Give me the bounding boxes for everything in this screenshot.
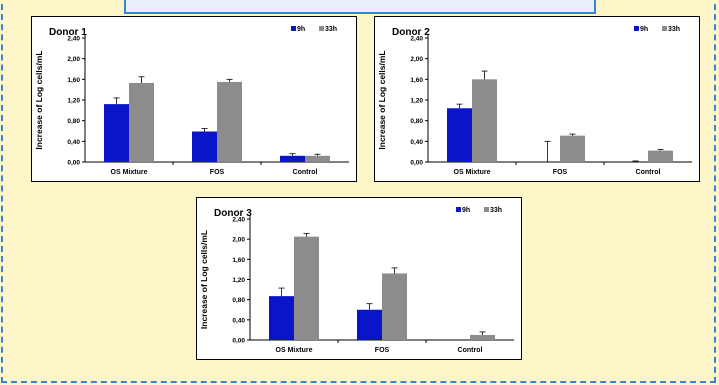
bar-33h (472, 79, 497, 162)
chart-donor-3: Donor 3 Increase of Log cells/mL 0,00 0,40 0… (196, 197, 522, 360)
legend-swatch-33h (319, 26, 324, 31)
header-banner (124, 0, 596, 14)
y-tick-label: 2,40 (67, 36, 80, 43)
legend-swatch-33h (662, 26, 667, 31)
x-tick-label: Control (458, 347, 483, 354)
legend-label-9h: 9h (462, 207, 470, 214)
y-tick-label: 2,00 (232, 237, 245, 244)
x-tick-label: OS Mixture (454, 169, 491, 176)
y-tick-label: 1,60 (67, 77, 80, 84)
y-tick-label: 2,00 (67, 56, 80, 63)
legend-label-9h: 9h (640, 26, 648, 33)
chart-title: Donor 2 (392, 27, 430, 38)
chart-title: Donor 3 (214, 208, 252, 219)
bar-9h (104, 104, 129, 162)
bar-33h (648, 150, 673, 162)
bar-9h (447, 108, 472, 162)
bar-9h (192, 131, 217, 162)
bar-9h (269, 296, 294, 340)
legend-label-33h: 33h (668, 26, 680, 33)
y-tick-label: 2,00 (410, 56, 423, 63)
y-tick-label: 0,80 (232, 297, 245, 304)
x-tick-label: FOS (375, 347, 390, 354)
bar-33h (382, 273, 407, 340)
x-tick-label: FOS (553, 169, 568, 176)
y-tick-label: 1,20 (232, 277, 245, 284)
y-tick-label: 0,00 (232, 338, 245, 345)
legend-swatch-9h (456, 207, 461, 212)
chart-box (374, 16, 700, 182)
x-tick-label: Control (293, 169, 318, 176)
y-tick-label: 2,40 (232, 217, 245, 224)
y-axis-label: Increase of Log cells/mL (199, 230, 209, 329)
y-tick-label: 0,40 (67, 139, 80, 146)
y-tick-label: 0,00 (410, 160, 423, 167)
legend-label-33h: 33h (325, 26, 337, 33)
chart-donor-2: Donor 2 Increase of Log cells/mL 0,00 0,40 0… (374, 16, 700, 182)
chart-box (31, 16, 357, 182)
legend-swatch-33h (484, 207, 489, 212)
y-tick-label: 1,20 (410, 98, 423, 105)
bar-33h (470, 334, 495, 340)
bar-9h (280, 155, 305, 162)
y-axis-label: Increase of Log cells/mL (34, 50, 44, 149)
bar-33h (294, 236, 319, 340)
y-tick-label: 0,40 (232, 317, 245, 324)
legend-swatch-9h (291, 26, 296, 31)
y-tick-label: 0,80 (67, 118, 80, 125)
x-tick-label: OS Mixture (276, 347, 313, 354)
y-axis-label: Increase of Log cells/mL (377, 50, 387, 149)
bar-33h (305, 155, 330, 162)
bar-33h (560, 135, 585, 162)
x-tick-label: FOS (210, 169, 225, 176)
y-tick-label: 0,00 (67, 160, 80, 167)
x-tick-label: OS Mixture (111, 169, 148, 176)
legend-swatch-9h (634, 26, 639, 31)
x-tick-label: Control (636, 169, 661, 176)
y-tick-label: 1,60 (232, 257, 245, 264)
y-tick-label: 1,60 (410, 77, 423, 84)
legend-label-33h: 33h (490, 207, 502, 214)
chart-title: Donor 1 (49, 27, 87, 38)
y-tick-label: 0,40 (410, 139, 423, 146)
legend-label-9h: 9h (297, 26, 305, 33)
bar-9h (357, 309, 382, 340)
bar-33h (129, 82, 154, 162)
bar-33h (217, 81, 242, 162)
y-tick-label: 1,20 (67, 98, 80, 105)
chart-donor-1: Donor 1 Increase of Log cells/mL 0,00 0,40 0… (31, 16, 357, 182)
y-tick-label: 0,80 (410, 118, 423, 125)
y-tick-label: 2,40 (410, 36, 423, 43)
